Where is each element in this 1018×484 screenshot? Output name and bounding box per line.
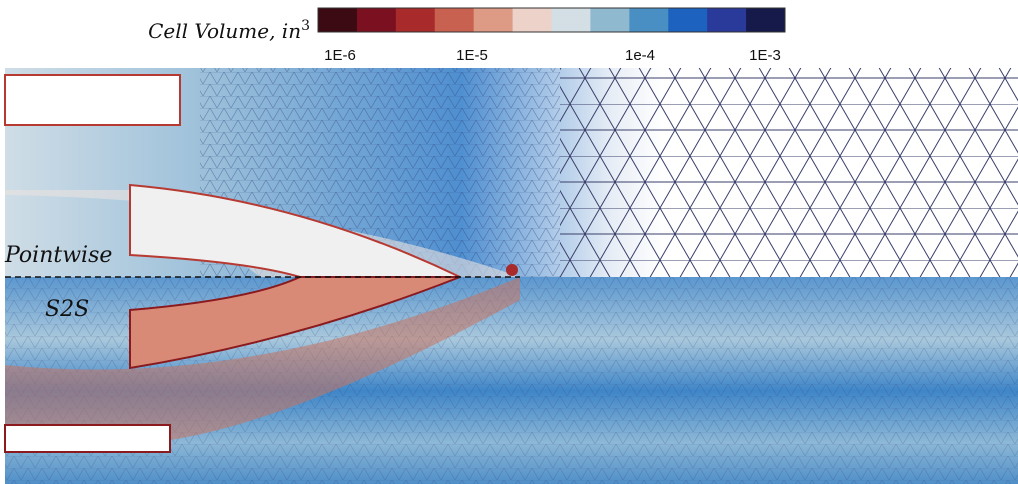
colorbar-swatch <box>396 8 435 32</box>
colorbar-label: 1E-3 <box>749 47 781 64</box>
colorbar-swatch <box>435 8 474 32</box>
trailing-edge <box>506 264 518 276</box>
colorbar-swatch <box>590 8 629 32</box>
region-label: Pointwise <box>4 243 112 268</box>
colorbar: Cell Volume, in3 1E-6 1E-5 1e-4 1E-3 <box>148 8 785 64</box>
colorbar-swatch <box>552 8 591 32</box>
lower-wall <box>5 425 170 452</box>
colorbar-title: Cell Volume, in3 <box>148 18 310 43</box>
colorbar-swatch <box>668 8 707 32</box>
colorbar-swatches <box>318 8 786 32</box>
inner-wall <box>5 75 180 125</box>
colorbar-swatch <box>746 8 785 32</box>
colorbar-swatch <box>707 8 746 32</box>
colorbar-swatch <box>513 8 552 32</box>
colorbar-label: 1e-4 <box>625 47 655 64</box>
coarse-mesh <box>560 68 1018 277</box>
colorbar-label: 1E-5 <box>456 47 488 64</box>
colorbar-swatch <box>474 8 513 32</box>
region-label: S2S <box>45 297 89 322</box>
title-superscript: 3 <box>301 18 310 34</box>
colorbar-swatch <box>318 8 357 32</box>
colorbar-swatch <box>357 8 396 32</box>
colorbar-label: 1E-6 <box>324 47 356 64</box>
colorbar-swatch <box>629 8 668 32</box>
mesh-view: Pointwise S2S <box>4 68 1018 484</box>
mesh-figure: Cell Volume, in3 1E-6 1E-5 1e-4 1E-3 Poi… <box>0 0 1018 484</box>
title-text: Cell Volume, in <box>148 19 301 43</box>
